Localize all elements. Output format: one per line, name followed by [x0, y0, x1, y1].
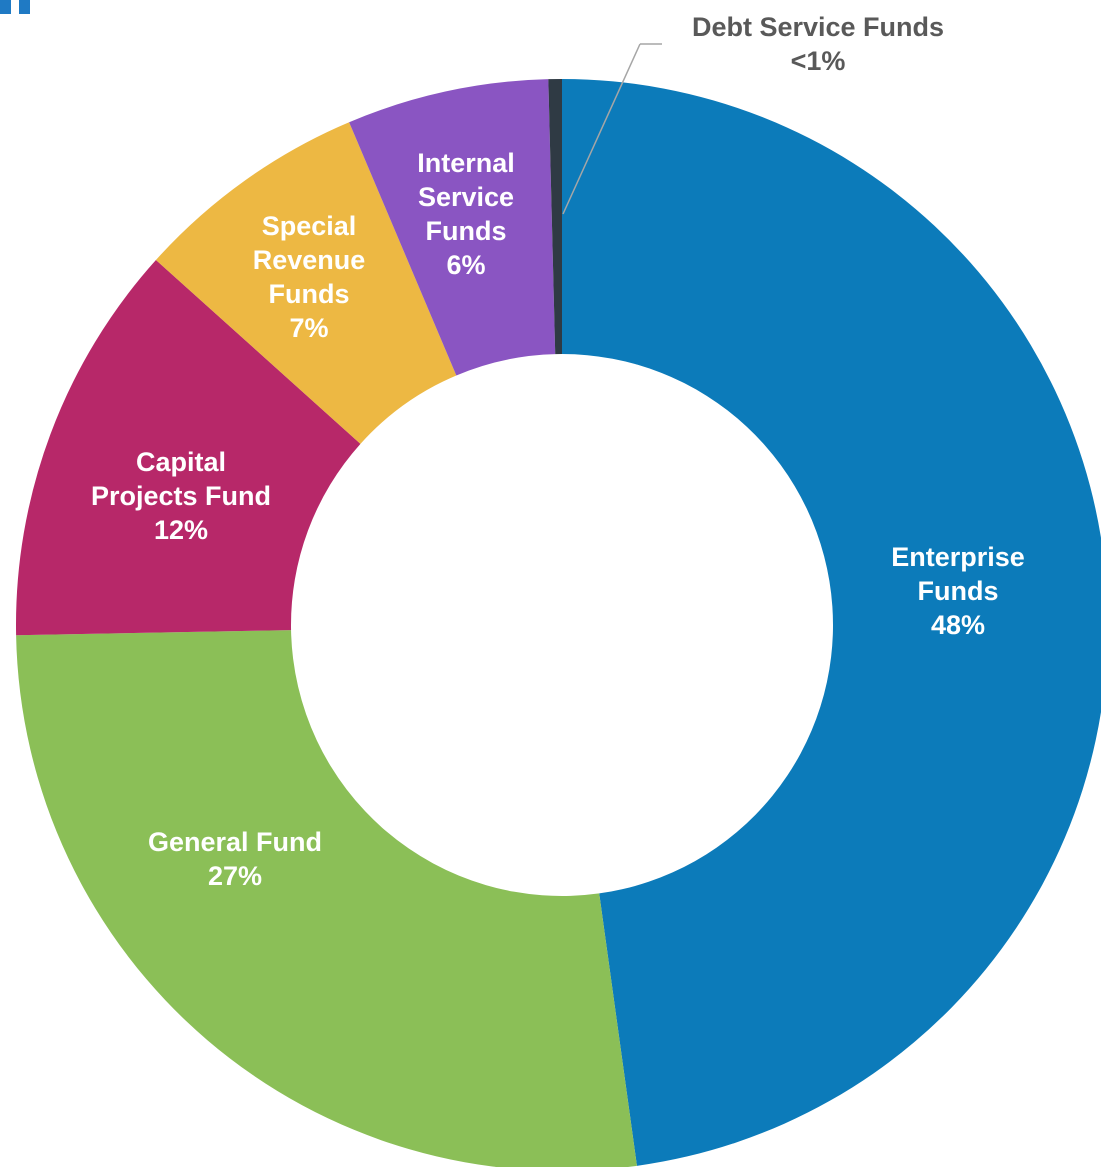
slice-general-fund	[16, 630, 637, 1167]
slice-label-percent: 6%	[446, 250, 486, 280]
slice-label-line: Funds	[917, 576, 999, 606]
slice-label-line: General Fund	[147, 827, 323, 857]
slice-label-percent: 27%	[207, 861, 263, 891]
slice-label-line: Revenue	[252, 245, 366, 275]
corner-accent-mark	[0, 0, 11, 14]
slice-label-line: Internal	[417, 148, 515, 178]
slice-label-special-revenue-funds: Special Revenue Funds 7%	[253, 209, 366, 345]
slice-label-line: Capital	[135, 447, 227, 477]
slice-label-general-fund: General Fund 27%	[148, 825, 322, 893]
debt-service-leader-line	[562, 43, 641, 215]
corner-accent-mark	[19, 0, 30, 14]
slice-special-revenue-funds	[155, 122, 457, 444]
slice-enterprise-funds	[562, 79, 1101, 1166]
slice-label-line: Service	[417, 182, 515, 212]
slice-label-percent: 7%	[289, 313, 329, 343]
slice-label-line: Enterprise	[891, 542, 1025, 572]
slices-group	[15, 79, 1101, 1167]
slice-label-percent: 12%	[153, 515, 209, 545]
slice-label-enterprise-funds: Enterprise Funds 48%	[891, 540, 1025, 642]
slice-capital-projects-fund	[15, 259, 361, 636]
slice-label-line: Projects Fund	[90, 481, 272, 511]
slice-internal-service-funds	[349, 79, 556, 376]
callout-label-line: Debt Service Funds	[691, 12, 945, 42]
slice-label-line: Funds	[425, 216, 507, 246]
slice-label-internal-service-funds: Internal Service Funds 6%	[417, 146, 515, 282]
slice-label-percent: 48%	[930, 610, 986, 640]
slice-label-capital-projects-fund: Capital Projects Fund 12%	[91, 445, 271, 547]
callout-label-debt-service-funds: Debt Service Funds <1%	[692, 10, 944, 78]
callout-label-percent: <1%	[790, 46, 846, 76]
slice-label-line: Funds	[268, 279, 350, 309]
slice-debt-service-funds	[548, 79, 562, 355]
slice-label-line: Special	[261, 211, 357, 241]
